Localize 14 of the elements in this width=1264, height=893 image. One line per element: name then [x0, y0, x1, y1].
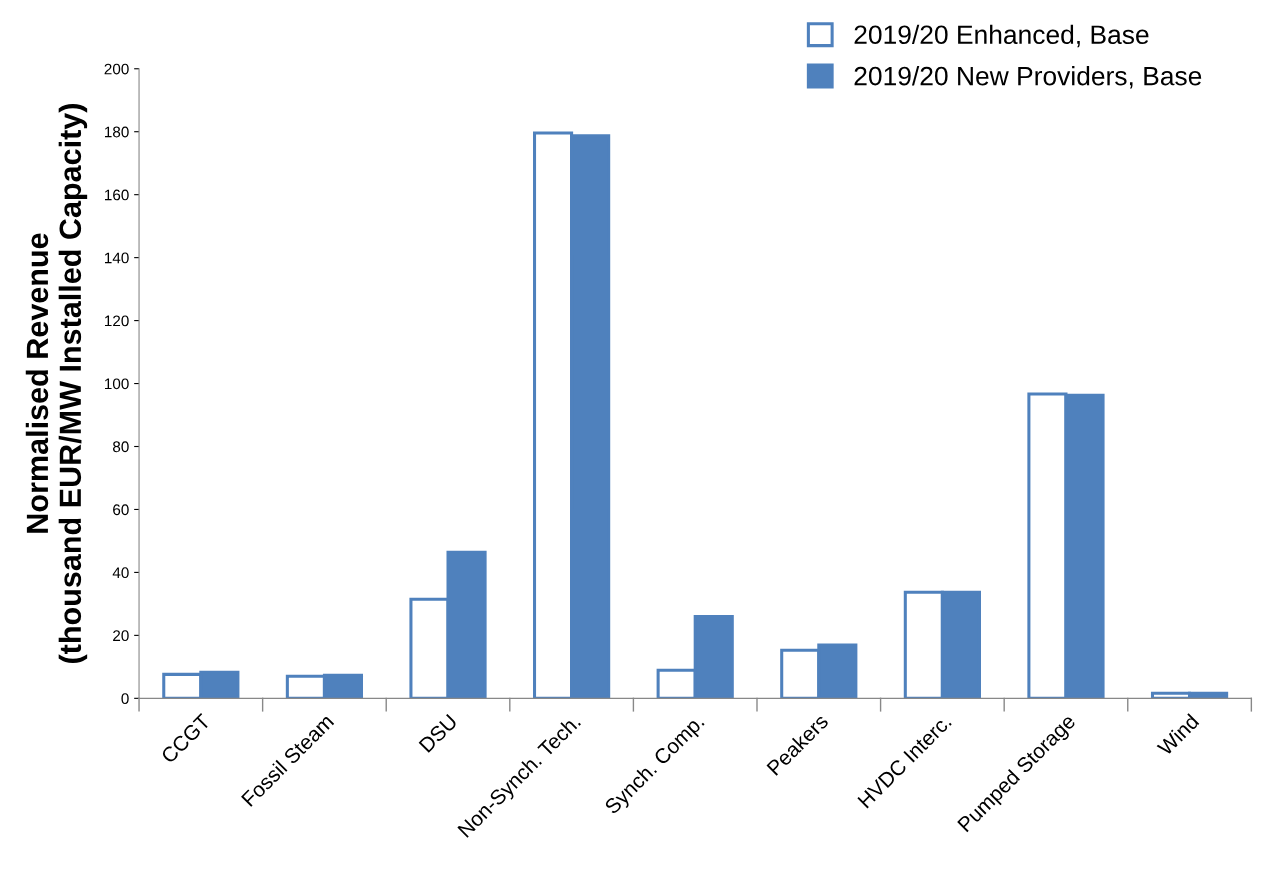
legend-label: 2019/20 New Providers, Base	[854, 66, 1202, 89]
y-tick-label: 180	[105, 126, 129, 138]
y-tick-label: 0	[121, 693, 129, 705]
y-tick-label: 100	[105, 378, 129, 390]
y-axis-title: Normalised Revenue (thousand EUR/MW Installed Capacity)	[25, 104, 88, 663]
y-tick-label: 60	[113, 504, 129, 516]
y-tick-label: 160	[105, 189, 129, 201]
y-tick-label: 120	[105, 315, 129, 327]
legend-label: 2019/20 Enhanced, Base	[854, 24, 1149, 48]
y-tick-label: 200	[104, 63, 129, 75]
y-tick-label: 20	[113, 630, 129, 642]
y-tick-label: 80	[112, 441, 129, 453]
y-tick-label: 140	[105, 252, 129, 264]
y-tick-label: 40	[112, 567, 129, 579]
